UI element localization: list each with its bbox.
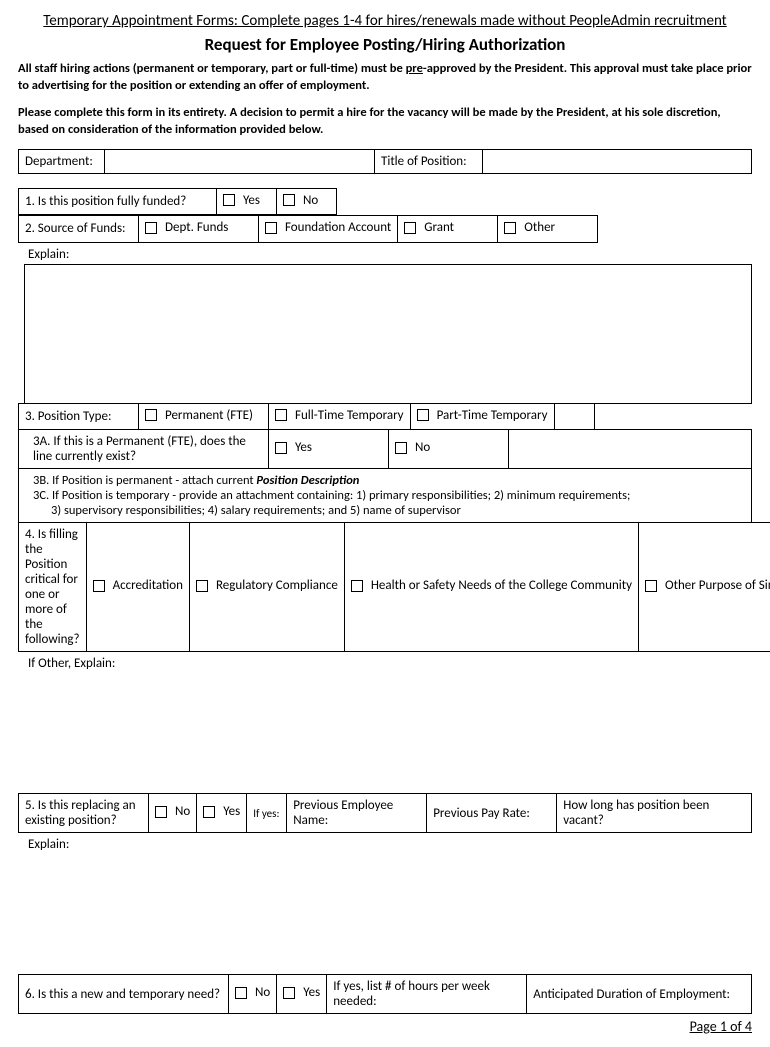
q3c-text-1: 3C. If Position is temporary - provide a… xyxy=(33,488,630,503)
dept-title-table: Department: Title of Position: xyxy=(18,149,752,174)
q2-explain-field[interactable] xyxy=(24,264,752,404)
q6-hours-label: If yes, list # of hours per week needed: xyxy=(327,975,527,1014)
page-number: Page 1 of 4 xyxy=(18,1018,752,1035)
q4-accred-checkbox[interactable] xyxy=(93,580,105,592)
q2-other-checkbox[interactable] xyxy=(504,222,516,234)
q5-ifyes-label: If yes: xyxy=(247,794,287,833)
q5-no-checkbox[interactable] xyxy=(155,806,167,818)
q4-health-label: Health or Safety Needs of the College Co… xyxy=(371,578,632,593)
q5-prev-rate-label: Previous Pay Rate: xyxy=(427,794,557,833)
q2-foundation-checkbox[interactable] xyxy=(265,222,277,234)
q5-explain-label: Explain: xyxy=(18,833,752,854)
q3a-no-checkbox[interactable] xyxy=(395,442,407,454)
q2-foundation-label: Foundation Account xyxy=(285,220,391,235)
q4-reg-label: Regulatory Compliance xyxy=(216,578,338,593)
q4-reg-checkbox[interactable] xyxy=(196,580,208,592)
q5-no-label: No xyxy=(175,804,190,819)
q6-yes-label: Yes xyxy=(303,985,320,1000)
q3bc-cell: 3B. If Position is permanent - attach cu… xyxy=(19,469,752,523)
q5-yes-label: Yes xyxy=(223,804,240,819)
q5-label: 5. Is this replacing an existing positio… xyxy=(19,794,149,833)
intro-paragraph-1: All staff hiring actions (permanent or t… xyxy=(18,61,752,95)
q6-no-checkbox[interactable] xyxy=(235,987,247,999)
q3-parttime-label: Part-Time Temporary xyxy=(437,408,548,423)
q3-fulltime-label: Full-Time Temporary xyxy=(295,408,404,423)
q6-no-label: No xyxy=(255,985,270,1000)
q1-yes-label: Yes xyxy=(243,193,260,208)
q1-no-label: No xyxy=(303,193,318,208)
q1-no-checkbox[interactable] xyxy=(283,194,295,206)
q1-table: 1. Is this position fully funded? Yes No xyxy=(18,188,752,216)
q3-fulltime-checkbox[interactable] xyxy=(275,409,287,421)
q3bc-table: 3B. If Position is permanent - attach cu… xyxy=(18,468,752,523)
q1-label: 1. Is this position fully funded? xyxy=(19,188,217,215)
q5-vacant-label: How long has position been vacant? xyxy=(557,794,752,833)
title-position-field[interactable] xyxy=(483,149,752,173)
q3-permanent-label: Permanent (FTE) xyxy=(165,408,253,423)
q6-duration-label: Anticipated Duration of Employment: xyxy=(527,975,752,1014)
q2-label: 2. Source of Funds: xyxy=(19,216,139,243)
q4-health-checkbox[interactable] xyxy=(351,580,363,592)
q6-yes-checkbox[interactable] xyxy=(283,987,295,999)
q3a-table: 3A. If this is a Permanent (FTE), does t… xyxy=(18,429,752,469)
q2-grant-label: Grant xyxy=(424,220,454,235)
q3a-yes-label: Yes xyxy=(295,440,312,455)
q2-dept-checkbox[interactable] xyxy=(145,222,157,234)
q2-explain-label: Explain: xyxy=(18,243,752,264)
title-position-label: Title of Position: xyxy=(375,149,483,173)
q4-if-other-label: If Other, Explain: xyxy=(18,652,752,673)
q5-table: 5. Is this replacing an existing positio… xyxy=(18,793,752,833)
q3-permanent-checkbox[interactable] xyxy=(145,409,157,421)
q2-other-label: Other xyxy=(524,220,555,235)
intro-paragraph-2: Please complete this form in its entiret… xyxy=(18,105,752,139)
q5-prev-emp-label: Previous Employee Name: xyxy=(287,794,427,833)
q3-parttime-checkbox[interactable] xyxy=(417,409,429,421)
q4-other-label: Other Purpose of Similar Importance xyxy=(665,578,770,593)
q3a-label: 3A. If this is a Permanent (FTE), does t… xyxy=(19,430,269,469)
q3c-text-2: 3) supervisory responsibilities; 4) sala… xyxy=(33,503,461,518)
q3a-no-label: No xyxy=(415,440,430,455)
q4-label: 4. Is filling the Position critical for … xyxy=(19,523,87,652)
department-field[interactable] xyxy=(105,149,375,173)
q1-yes-checkbox[interactable] xyxy=(223,194,235,206)
page-title: Request for Employee Posting/Hiring Auth… xyxy=(18,34,752,55)
q6-table: 6. Is this a new and temporary need? No … xyxy=(18,974,752,1014)
intro-pre: pre xyxy=(406,61,423,76)
q6-label: 6. Is this a new and temporary need? xyxy=(19,975,229,1014)
q3a-yes-checkbox[interactable] xyxy=(275,442,287,454)
q5-yes-checkbox[interactable] xyxy=(203,806,215,818)
q2-dept-label: Dept. Funds xyxy=(165,220,228,235)
q4-other-checkbox[interactable] xyxy=(645,580,657,592)
q3b-text-b: Position Description xyxy=(256,473,359,488)
header-link: Temporary Appointment Forms: Complete pa… xyxy=(18,12,752,30)
q4-accred-label: Accreditation xyxy=(113,578,183,593)
q3b-text-a: 3B. If Position is permanent - attach cu… xyxy=(33,473,256,488)
q2-table: 2. Source of Funds: Dept. Funds Foundati… xyxy=(18,215,752,243)
q3-label: 3. Position Type: xyxy=(19,403,139,430)
q4-table: 4. Is filling the Position critical for … xyxy=(18,522,770,652)
q2-grant-checkbox[interactable] xyxy=(404,222,416,234)
intro-1a: All staff hiring actions (permanent or t… xyxy=(18,61,406,76)
q3-table: 3. Position Type: Permanent (FTE) Full-T… xyxy=(18,403,752,431)
department-label: Department: xyxy=(19,149,105,173)
